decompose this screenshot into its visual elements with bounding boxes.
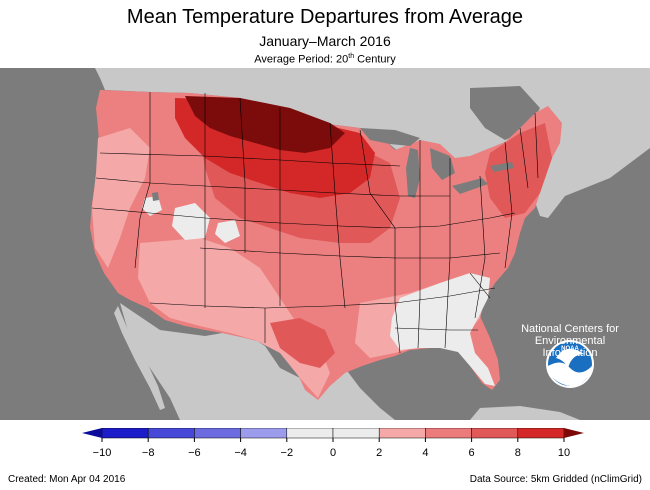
departure-zone-light-west	[92, 128, 150, 268]
legend-low-arrow-icon	[82, 428, 102, 438]
legend-swatch	[240, 428, 288, 439]
legend-tick-label: 4	[422, 447, 428, 459]
state-boundaries	[91, 92, 539, 354]
departure-zone-darkest-north-dakota	[185, 96, 345, 153]
legend-tick-label: −2	[281, 447, 294, 459]
legend-tick-label: 6	[469, 447, 475, 459]
period-prefix: Average Period: 20	[254, 53, 349, 66]
legend-swatch	[101, 428, 149, 439]
noaa-logo-label: NOAA	[561, 346, 579, 352]
legend-tick-label: 0	[330, 447, 336, 459]
legend-swatch	[147, 428, 195, 439]
baja-peninsula	[114, 306, 165, 410]
noaa-logo-icon: NOAA	[546, 340, 594, 388]
legend-tick-label: −6	[188, 447, 201, 459]
legend-swatch	[332, 428, 380, 439]
organization-name: National Centers for Environmental Infor…	[510, 323, 630, 359]
created-date: Created: Mon Apr 04 2016	[8, 474, 126, 485]
legend-tick-label: −10	[93, 447, 112, 459]
legend-swatch	[517, 428, 565, 439]
legend-swatch	[286, 428, 334, 439]
legend-high-arrow-icon	[564, 428, 584, 438]
org-line-3: Information	[542, 347, 598, 359]
departure-zone-medium-northeast	[485, 123, 552, 218]
legend-tick-label: −4	[234, 447, 247, 459]
departure-zone-near-normal-wyoming	[215, 220, 240, 243]
data-source: Data Source: 5km Gridded (nClimGrid)	[469, 474, 642, 485]
org-line-1: National Centers for	[521, 323, 619, 335]
departure-zone-near-normal-colorado	[172, 203, 210, 240]
lake-michigan	[406, 148, 420, 198]
legend-swatch	[471, 428, 519, 439]
departure-zone-near-normal-utah	[142, 196, 162, 216]
org-line-2: Environmental	[534, 335, 606, 347]
legend-tick-label: −8	[142, 447, 155, 459]
legend-swatch	[194, 428, 241, 439]
departure-zone-light-southwest	[138, 238, 330, 398]
legend-tick-label: 10	[558, 447, 570, 459]
departure-zone-medium-texas	[270, 318, 335, 368]
lake-ontario	[490, 162, 514, 172]
period-superscript: th	[348, 53, 355, 60]
legend-swatch	[378, 428, 426, 439]
lake-erie	[452, 178, 488, 194]
mexico-land	[120, 303, 395, 420]
lake-huron	[430, 148, 455, 180]
map-title: Mean Temperature Departures from Average	[126, 6, 524, 28]
legend-swatch	[425, 428, 472, 439]
map-subtitle: January–March 2016	[259, 33, 391, 49]
average-period: Average Period: 20th Century	[0, 53, 650, 66]
legend-tick-label: 8	[515, 447, 521, 459]
lake-superior	[360, 128, 420, 146]
legend-tick-label: 2	[376, 447, 382, 459]
color-legend: −10 −8 −6 −4 −2 0 2 4 6 8 10	[82, 428, 584, 459]
cuba-land	[470, 406, 580, 420]
period-suffix: Century	[354, 53, 396, 66]
great-salt-lake	[152, 192, 159, 201]
temperature-departure-map: NOAA	[0, 68, 650, 420]
